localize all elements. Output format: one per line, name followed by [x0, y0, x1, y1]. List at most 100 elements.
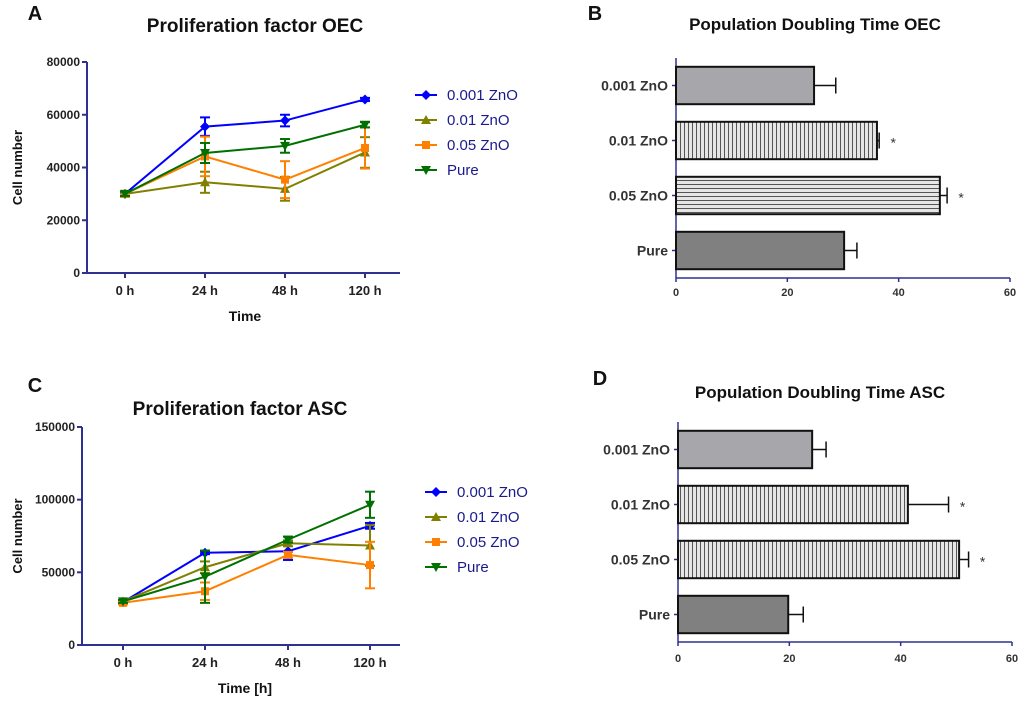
bar [675, 175, 941, 216]
data-point [200, 572, 210, 582]
x-tick-label: 40 [895, 653, 907, 665]
panel-b: B Population Doubling Time OEC 0 20 40 60 0.00… [588, 3, 1016, 299]
data-point [366, 561, 374, 570]
x-tick-label: 40 [893, 287, 905, 299]
y-axis-label: Cell number [10, 130, 25, 205]
legend-label: 0.001 ZnO [447, 87, 518, 104]
legend-label: 0.001 ZnO [457, 484, 528, 501]
category-label: 0.001 ZnO [601, 78, 668, 94]
series-0-05-zno [120, 126, 370, 200]
series-0-001-zno [120, 94, 370, 199]
y-axis-label: Cell number [10, 498, 25, 573]
chart-title: Proliferation factor OEC [147, 16, 364, 37]
series-line [124, 151, 366, 195]
data-point [361, 143, 369, 152]
legend-marker [421, 115, 431, 124]
x-tick-label: 0 [675, 653, 681, 665]
data-point [360, 94, 370, 105]
series-line [122, 524, 371, 603]
bar [675, 65, 816, 106]
legend-marker [431, 487, 441, 497]
data-point [360, 120, 370, 130]
data-point [200, 121, 210, 132]
legend-label: 0.01 ZnO [457, 509, 520, 526]
data-point [118, 597, 128, 607]
chart-title: Population Doubling Time OEC [689, 15, 941, 34]
data-point [365, 500, 375, 510]
significance-marker: * [980, 554, 986, 570]
panel-d: D Population Doubling Time ASC 0 20 40 60 0.00… [593, 368, 1018, 665]
x-tick-label: 20 [781, 287, 793, 299]
x-tick-label: 120 h [353, 655, 386, 670]
significance-marker: * [890, 135, 896, 151]
category-label: 0.01 ZnO [609, 133, 668, 149]
category-label: 0.01 ZnO [611, 497, 670, 513]
series-line [124, 147, 366, 195]
chart-title: Proliferation factor ASC [133, 399, 348, 420]
x-tick-label: 0 h [116, 283, 135, 298]
series-0-001-zno [118, 520, 375, 608]
series-line [124, 98, 366, 195]
bar [677, 484, 909, 525]
data-point [281, 175, 289, 184]
x-tick-label: 20 [783, 653, 795, 665]
series-pure [120, 120, 370, 199]
legend-marker [421, 166, 431, 175]
legend-label: Pure [447, 162, 479, 179]
panel-a: A Proliferation factor OEC 0 20000 40000 6000… [10, 3, 518, 324]
panel-c: C Proliferation factor ASC 0 50000 100000 150… [10, 375, 528, 696]
y-tick-label: 0 [73, 266, 80, 280]
x-tick-label: 0 h [114, 655, 133, 670]
series-pure [118, 490, 375, 607]
y-tick-label: 80000 [47, 55, 81, 69]
category-label: Pure [639, 607, 670, 623]
chart-title: Population Doubling Time ASC [695, 383, 945, 402]
x-axis-label: Time [229, 308, 262, 324]
panel-label: A [28, 3, 42, 25]
y-tick-label: 50000 [42, 565, 76, 579]
panel-label: C [28, 375, 42, 397]
bar [675, 230, 846, 271]
bar [675, 120, 878, 161]
panel-label: D [593, 368, 607, 390]
x-tick-label: 24 h [192, 283, 218, 298]
legend-label: 0.01 ZnO [447, 112, 510, 129]
data-point [200, 177, 210, 187]
x-tick-label: 120 h [348, 283, 381, 298]
legend-label: 0.05 ZnO [457, 534, 520, 551]
legend-marker [421, 90, 431, 100]
significance-marker: * [960, 499, 966, 515]
data-point [283, 535, 293, 545]
data-point [120, 189, 130, 199]
significance-marker: * [958, 190, 964, 206]
legend-marker [432, 538, 440, 546]
panel-label: B [588, 3, 602, 25]
data-point [200, 148, 210, 158]
category-label: 0.05 ZnO [609, 188, 668, 204]
legend-marker [422, 141, 430, 149]
category-label: Pure [637, 243, 668, 259]
x-tick-label: 24 h [192, 655, 218, 670]
x-tick-label: 48 h [272, 283, 298, 298]
legend-label: 0.05 ZnO [447, 137, 510, 154]
y-tick-label: 100000 [35, 493, 75, 507]
category-label: 0.001 ZnO [603, 442, 670, 458]
data-point [284, 550, 292, 559]
data-point [280, 141, 290, 151]
y-tick-label: 150000 [35, 420, 75, 434]
category-label: 0.05 ZnO [611, 552, 670, 568]
data-point [280, 115, 290, 126]
y-tick-label: 60000 [47, 108, 81, 122]
series-line [124, 123, 366, 195]
series-line [122, 542, 371, 603]
legend-marker [431, 563, 441, 572]
legend-label: Pure [457, 559, 489, 576]
x-tick-label: 60 [1004, 287, 1016, 299]
series-line [122, 553, 371, 604]
y-tick-label: 20000 [47, 213, 81, 227]
bar [677, 594, 790, 635]
x-tick-label: 48 h [275, 655, 301, 670]
legend-marker [431, 512, 441, 521]
y-tick-label: 40000 [47, 161, 81, 175]
